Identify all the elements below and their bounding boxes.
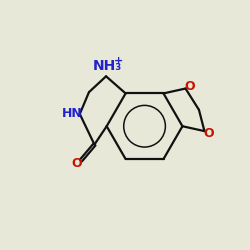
Text: O: O	[204, 127, 214, 140]
Text: +: +	[114, 56, 124, 66]
Text: O: O	[71, 157, 82, 170]
Text: HN: HN	[62, 107, 82, 120]
Text: O: O	[184, 80, 195, 92]
Text: NH₃: NH₃	[93, 59, 122, 73]
